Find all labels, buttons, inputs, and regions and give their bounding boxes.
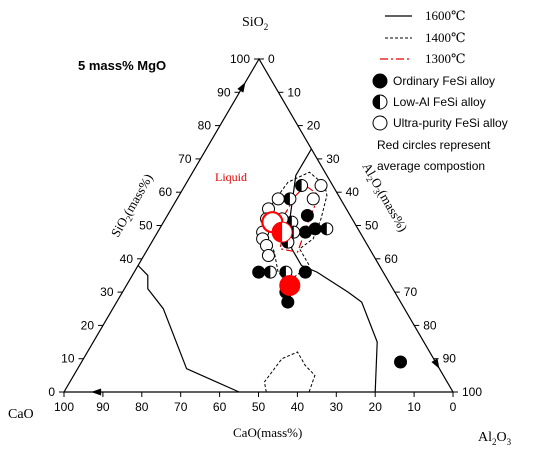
sample-point-low-al-fill: [295, 179, 302, 192]
axis-direction-arrows: [91, 82, 440, 396]
legend-marker-ordinary: [372, 73, 388, 89]
tick-label-cao: 100: [54, 400, 74, 414]
legend-entry-1400: 1400℃: [385, 30, 466, 45]
svg-text:Red circles represent: Red circles represent: [377, 138, 491, 152]
svg-text:Al2O3: Al2O3: [478, 430, 512, 447]
sample-point-ordinary: [308, 222, 322, 236]
arrow-al2o3: [431, 358, 440, 369]
svg-text:1600℃: 1600℃: [425, 8, 466, 23]
svg-text:Ordinary FeSi alloy: Ordinary FeSi alloy: [393, 74, 495, 88]
tick-label-al2o3: 90: [443, 352, 457, 366]
sample-point-ultra: [306, 192, 320, 206]
tick-label-sio2: 40: [120, 252, 134, 266]
tick-label-cao: 90: [96, 400, 110, 414]
tick-label-al2o3: 100: [462, 385, 482, 399]
arrow-cao: [91, 388, 102, 396]
tick-label-cao: 50: [252, 400, 266, 414]
sample-point-ordinary: [394, 355, 408, 369]
sample-point-low-al-fill: [283, 192, 290, 205]
tick-label-cao: 70: [174, 400, 188, 414]
tick-label-sio2: 50: [139, 219, 153, 233]
arrow-sio2: [237, 82, 246, 93]
svg-text:CaO: CaO: [8, 407, 34, 422]
sample-point-low-al-fill: [320, 222, 327, 235]
tick-label-cao: 40: [291, 400, 305, 414]
svg-text:average compostion: average compostion: [377, 159, 485, 173]
svg-text:CaO(mass%): CaO(mass%): [233, 425, 302, 440]
tick-label-al2o3: 60: [384, 252, 398, 266]
tick-layer: [59, 58, 458, 397]
average-point-layer: [261, 211, 301, 296]
tick-label-cao: 30: [330, 400, 344, 414]
tick-label-cao: 20: [369, 400, 383, 414]
tick-label-cao: 10: [407, 400, 421, 414]
svg-text:5 mass% MgO: 5 mass% MgO: [78, 58, 166, 73]
tick-label-sio2: 0: [48, 385, 55, 399]
tick-label-cao: 80: [135, 400, 149, 414]
svg-text:1400℃: 1400℃: [425, 30, 466, 45]
tick-label-sio2: 90: [217, 85, 231, 99]
title-label: 5 mass% MgO: [78, 58, 166, 73]
tick-label-sio2: 60: [159, 185, 173, 199]
legend-entry-ultra: Ultra-purity FeSi alloy: [372, 115, 508, 131]
tick-label-sio2: 30: [100, 285, 114, 299]
tick-label-sio2: 80: [198, 119, 212, 133]
svg-text:1300℃: 1300℃: [425, 51, 466, 66]
legend-entry-low-al: Low-Al FeSi alloy: [372, 94, 486, 110]
tick-label-al2o3: 0: [268, 52, 275, 66]
legend-note: Red circles represent average compostion: [377, 138, 491, 173]
tick-label-sio2: 100: [230, 52, 250, 66]
legend-entry-1600: 1600℃: [385, 8, 466, 23]
vertex-label-al2o3: Al2O3: [478, 430, 512, 447]
sample-point-ordinary: [281, 295, 295, 309]
legend-marker-ultra: [372, 115, 388, 131]
sample-point-low-al-fill: [279, 266, 286, 279]
sample-point-ordinary: [298, 265, 312, 279]
average-point-low-al-fill: [272, 222, 283, 243]
tick-label-al2o3: 70: [404, 285, 418, 299]
isotherm-1400: [263, 351, 316, 393]
tick-label-al2o3: 20: [307, 119, 321, 133]
svg-text:Ultra-purity FeSi alloy: Ultra-purity FeSi alloy: [393, 116, 508, 130]
tick-label-al2o3: 30: [326, 152, 340, 166]
tick-label-cao: 60: [213, 400, 227, 414]
sample-point-low-al-fill: [264, 266, 271, 279]
svg-text:Liquid: Liquid: [215, 170, 247, 184]
isotherm-1600: [137, 265, 240, 393]
axis-title-cao: CaO(mass%): [233, 425, 302, 440]
legend-entry-ordinary: Ordinary FeSi alloy: [372, 73, 495, 89]
tick-label-sio2: 70: [178, 152, 192, 166]
vertex-label-sio2: SiO2: [242, 15, 268, 32]
tick-label-al2o3: 50: [365, 219, 379, 233]
sample-point-ultra: [314, 179, 328, 193]
sample-point-ordinary: [300, 209, 314, 223]
sample-point-ordinary: [252, 265, 266, 279]
average-point-ordinary: [279, 274, 301, 296]
tick-label-cao: 0: [450, 400, 457, 414]
svg-text:Low-Al FeSi alloy: Low-Al FeSi alloy: [393, 95, 486, 109]
vertex-label-cao: CaO: [8, 407, 34, 422]
legend-entry-1300: 1300℃: [380, 51, 466, 66]
tick-label-sio2: 20: [81, 318, 95, 332]
legend: 1600℃ 1400℃ 1300℃ Ordinary FeSi alloy Lo…: [372, 8, 508, 173]
tick-label-al2o3: 10: [287, 85, 301, 99]
tick-label-al2o3: 40: [346, 185, 360, 199]
region-label-liquid: Liquid: [215, 170, 247, 184]
tick-label-al2o3: 80: [423, 318, 437, 332]
tick-label-sio2: 10: [61, 352, 75, 366]
svg-text:SiO2: SiO2: [242, 15, 268, 32]
sample-point-ultra: [261, 248, 275, 262]
sample-point-ultra: [271, 192, 285, 206]
